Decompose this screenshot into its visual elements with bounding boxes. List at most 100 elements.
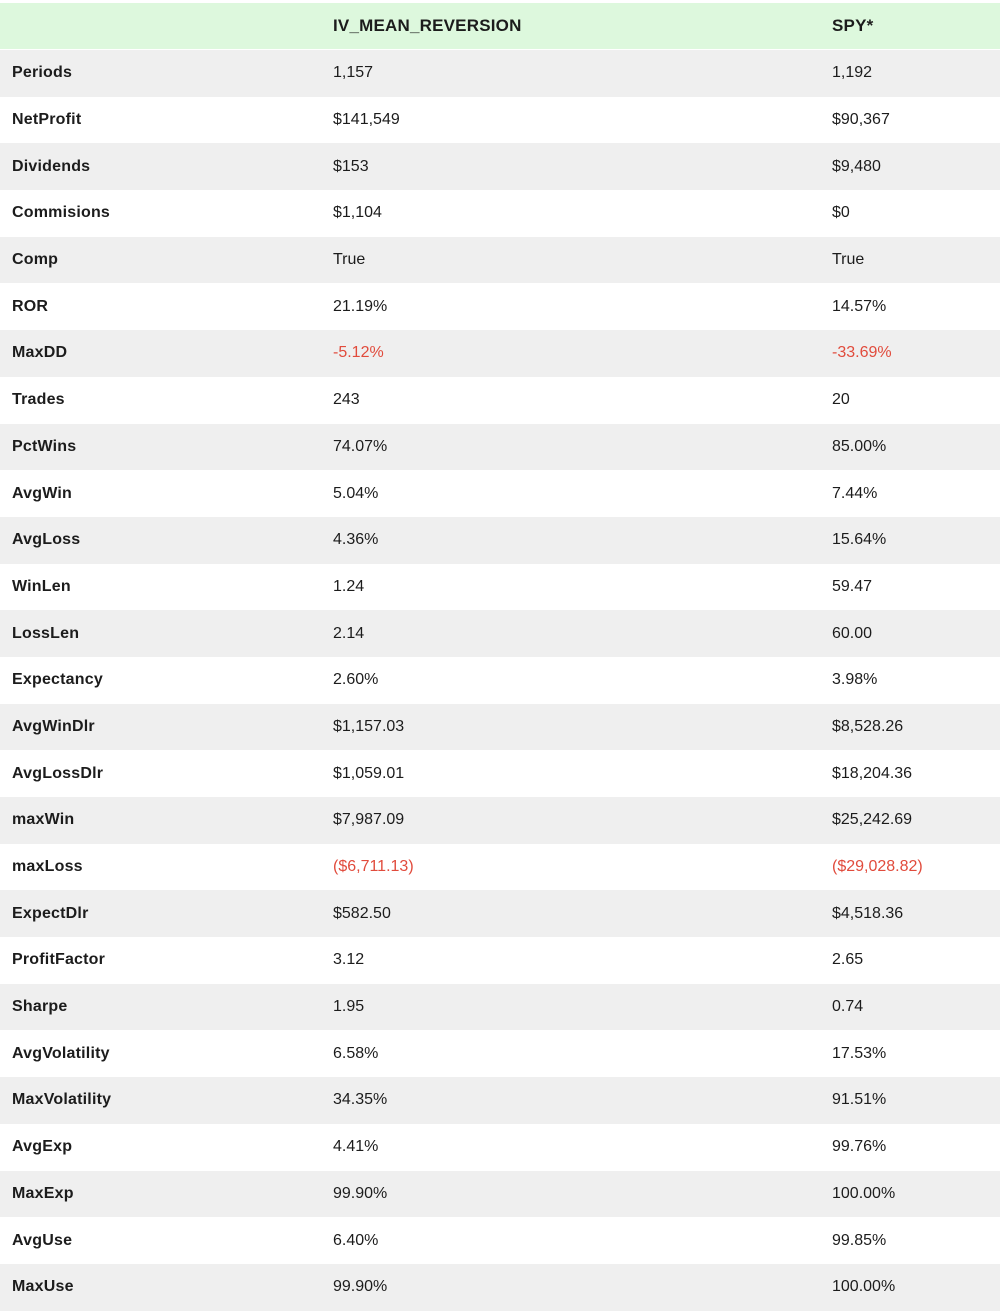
table-row: Dividends $153 $9,480 xyxy=(0,143,1000,191)
spy-value: 0.74 xyxy=(832,998,864,1016)
row-label: Sharpe xyxy=(12,998,68,1016)
row-label: Expectancy xyxy=(12,671,103,689)
row-label: ROR xyxy=(12,297,49,315)
iv-value: 99.90% xyxy=(333,1278,388,1296)
iv-value: 2.14 xyxy=(333,624,365,642)
spy-value: 17.53% xyxy=(832,1044,887,1062)
table-row: PctWins 74.07% 85.00% xyxy=(0,423,1000,471)
iv-value: -5.12% xyxy=(333,344,384,362)
table-row: Commisions $1,104 $0 xyxy=(0,190,1000,237)
table-header-row: IV_MEAN_REVERSION SPY* xyxy=(0,3,1000,50)
table-row: Periods 1,157 1,192 xyxy=(0,50,1000,97)
row-label: maxWin xyxy=(12,811,75,829)
table-row: AvgUse 6.40% 99.85% xyxy=(0,1217,1000,1264)
iv-value: $153 xyxy=(333,157,369,175)
row-label: AvgWin xyxy=(12,484,73,502)
spy-value: ($29,028.82) xyxy=(832,858,923,876)
spy-value: $90,367 xyxy=(832,111,890,129)
iv-value: 3.12 xyxy=(333,951,365,969)
row-label: AvgExp xyxy=(12,1138,73,1156)
table-row: AvgExp 4.41% 99.76% xyxy=(0,1123,1000,1171)
iv-value: $582.50 xyxy=(333,904,391,922)
spy-value: 99.76% xyxy=(832,1138,887,1156)
iv-value: $1,059.01 xyxy=(333,764,405,782)
table-row: Comp True True xyxy=(0,236,1000,284)
row-label: NetProfit xyxy=(12,111,82,129)
spy-value: 99.85% xyxy=(832,1231,887,1249)
table-row: WinLen 1.24 59.47 xyxy=(0,563,1000,611)
row-label: MaxUse xyxy=(12,1278,74,1296)
row-label: AvgLoss xyxy=(12,531,81,549)
table-row: NetProfit $141,549 $90,367 xyxy=(0,96,1000,144)
row-label: AvgWinDlr xyxy=(12,717,95,735)
iv-value: True xyxy=(333,251,366,269)
iv-value: 4.36% xyxy=(333,531,379,549)
spy-value: 14.57% xyxy=(832,297,887,315)
iv-value: 4.41% xyxy=(333,1138,379,1156)
table-row: Sharpe 1.95 0.74 xyxy=(0,983,1000,1031)
table-row: maxWin $7,987.09 $25,242.69 xyxy=(0,797,1000,844)
table-row: AvgWin 5.04% 7.44% xyxy=(0,470,1000,517)
table-row: AvgVolatility 6.58% 17.53% xyxy=(0,1030,1000,1078)
table-row: ROR 21.19% 14.57% xyxy=(0,283,1000,331)
header-cell-spy: SPY* xyxy=(832,16,874,35)
row-label: PctWins xyxy=(12,437,77,455)
iv-value: $141,549 xyxy=(333,111,400,129)
iv-value: $7,987.09 xyxy=(333,811,405,829)
spy-value: 60.00 xyxy=(832,624,873,642)
row-label: AvgVolatility xyxy=(12,1044,110,1062)
spy-value: 100.00% xyxy=(832,1278,896,1296)
table-row: Expectancy 2.60% 3.98% xyxy=(0,656,1000,704)
spy-value: 15.64% xyxy=(832,531,887,549)
iv-value: 74.07% xyxy=(333,437,388,455)
iv-value: 34.35% xyxy=(333,1091,388,1109)
table-row: AvgLossDlr $1,059.01 $18,204.36 xyxy=(0,750,1000,797)
table-row: MaxExp 99.90% 100.00% xyxy=(0,1170,1000,1218)
row-label: ProfitFactor xyxy=(12,951,106,969)
table-row: AvgLoss 4.36% 15.64% xyxy=(0,516,1000,564)
row-label: Dividends xyxy=(12,157,91,175)
spy-value: 59.47 xyxy=(832,577,873,595)
iv-value: $1,104 xyxy=(333,204,382,222)
spy-value: 20 xyxy=(832,391,850,409)
row-label: LossLen xyxy=(12,624,80,642)
iv-value: ($6,711.13) xyxy=(333,858,414,876)
table-row: ExpectDlr $582.50 $4,518.36 xyxy=(0,890,1000,938)
spy-value: 1,192 xyxy=(832,64,873,82)
table-row: LossLen 2.14 60.00 xyxy=(0,610,1000,657)
iv-value: 1,157 xyxy=(333,64,374,82)
row-label: Periods xyxy=(12,64,73,82)
spy-value: $8,528.26 xyxy=(832,717,904,735)
row-label: MaxVolatility xyxy=(12,1091,112,1109)
iv-value: 2.60% xyxy=(333,671,379,689)
row-label: WinLen xyxy=(12,577,71,595)
table-row: ProfitFactor 3.12 2.65 xyxy=(0,937,1000,984)
spy-value: $18,204.36 xyxy=(832,764,913,782)
table-body: Periods 1,157 1,192 NetProfit $141,549 $… xyxy=(0,50,1000,1311)
spy-value: $4,518.36 xyxy=(832,904,904,922)
row-label: MaxExp xyxy=(12,1184,74,1202)
spy-value: $25,242.69 xyxy=(832,811,913,829)
stats-table: IV_MEAN_REVERSION SPY* Periods 1,157 1,1… xyxy=(0,3,1000,1311)
spy-value: $0 xyxy=(832,204,850,222)
iv-value: 1.24 xyxy=(333,577,365,595)
row-label: maxLoss xyxy=(12,858,83,876)
iv-value: 243 xyxy=(333,391,360,409)
spy-value: $9,480 xyxy=(832,157,881,175)
iv-value: 5.04% xyxy=(333,484,379,502)
spy-value: 100.00% xyxy=(832,1184,896,1202)
row-label: AvgUse xyxy=(12,1231,73,1249)
iv-value: 6.58% xyxy=(333,1044,379,1062)
table-row: maxLoss ($6,711.13) ($29,028.82) xyxy=(0,843,1000,891)
table-row: MaxUse 99.90% 100.00% xyxy=(0,1263,1000,1311)
spy-value: 91.51% xyxy=(832,1091,887,1109)
table-row: MaxDD -5.12% -33.69% xyxy=(0,330,1000,377)
table-row: MaxVolatility 34.35% 91.51% xyxy=(0,1077,1000,1124)
spy-value: True xyxy=(832,251,865,269)
header-cell-iv-mean-reversion: IV_MEAN_REVERSION xyxy=(333,16,522,35)
spy-value: 2.65 xyxy=(832,951,864,969)
row-label: ExpectDlr xyxy=(12,904,89,922)
iv-value: $1,157.03 xyxy=(333,717,405,735)
iv-value: 99.90% xyxy=(333,1184,388,1202)
